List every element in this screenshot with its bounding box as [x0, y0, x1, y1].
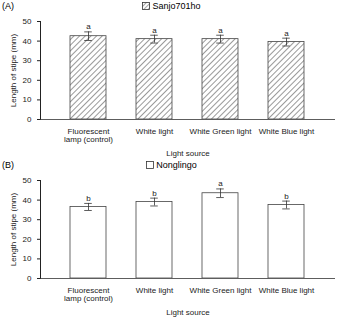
svg-text:0: 0 [27, 274, 32, 283]
svg-text:b: b [152, 189, 157, 198]
svg-text:30: 30 [23, 215, 32, 224]
svg-text:White Green light: White Green light [190, 286, 253, 295]
svg-text:a: a [218, 26, 223, 35]
svg-text:Light source: Light source [166, 308, 210, 317]
svg-text:Light source: Light source [166, 149, 210, 158]
svg-text:10: 10 [23, 95, 32, 104]
svg-text:b: b [284, 192, 289, 201]
svg-text:Length of stipe (mm): Length of stipe (mm) [9, 192, 18, 266]
svg-text:White light: White light [136, 127, 174, 136]
svg-text:a: a [218, 179, 223, 188]
svg-text:40: 40 [23, 196, 32, 205]
svg-text:Length of stipe (mm): Length of stipe (mm) [9, 33, 18, 107]
svg-text:White Green light: White Green light [190, 127, 253, 136]
svg-text:a: a [152, 26, 157, 35]
svg-text:10: 10 [23, 254, 32, 263]
svg-text:White light: White light [136, 286, 174, 295]
html-text:(B): (B) [2, 160, 14, 170]
svg-text:20: 20 [23, 76, 32, 85]
svg-text:b: b [86, 194, 91, 203]
svg-text:30: 30 [23, 56, 32, 65]
svg-text:50: 50 [23, 176, 32, 185]
html-text:Sanjo701ho: Sanjo701ho [152, 1, 201, 11]
svg-text:White Blue light: White Blue light [259, 127, 315, 136]
svg-text:50: 50 [23, 17, 32, 26]
svg-text:40: 40 [23, 37, 32, 46]
html-text:Nonglingo: Nonglingo [156, 160, 197, 170]
svg-text:a: a [86, 22, 91, 31]
svg-text:Fluorescentlamp (control): Fluorescentlamp (control) [64, 286, 113, 303]
svg-text:20: 20 [23, 235, 32, 244]
svg-text:White Blue light: White Blue light [259, 286, 315, 295]
html-text:(A): (A) [2, 1, 14, 11]
svg-text:0: 0 [27, 115, 32, 124]
svg-text:Fluorescentlamp (control): Fluorescentlamp (control) [64, 127, 113, 144]
svg-text:a: a [284, 29, 289, 38]
